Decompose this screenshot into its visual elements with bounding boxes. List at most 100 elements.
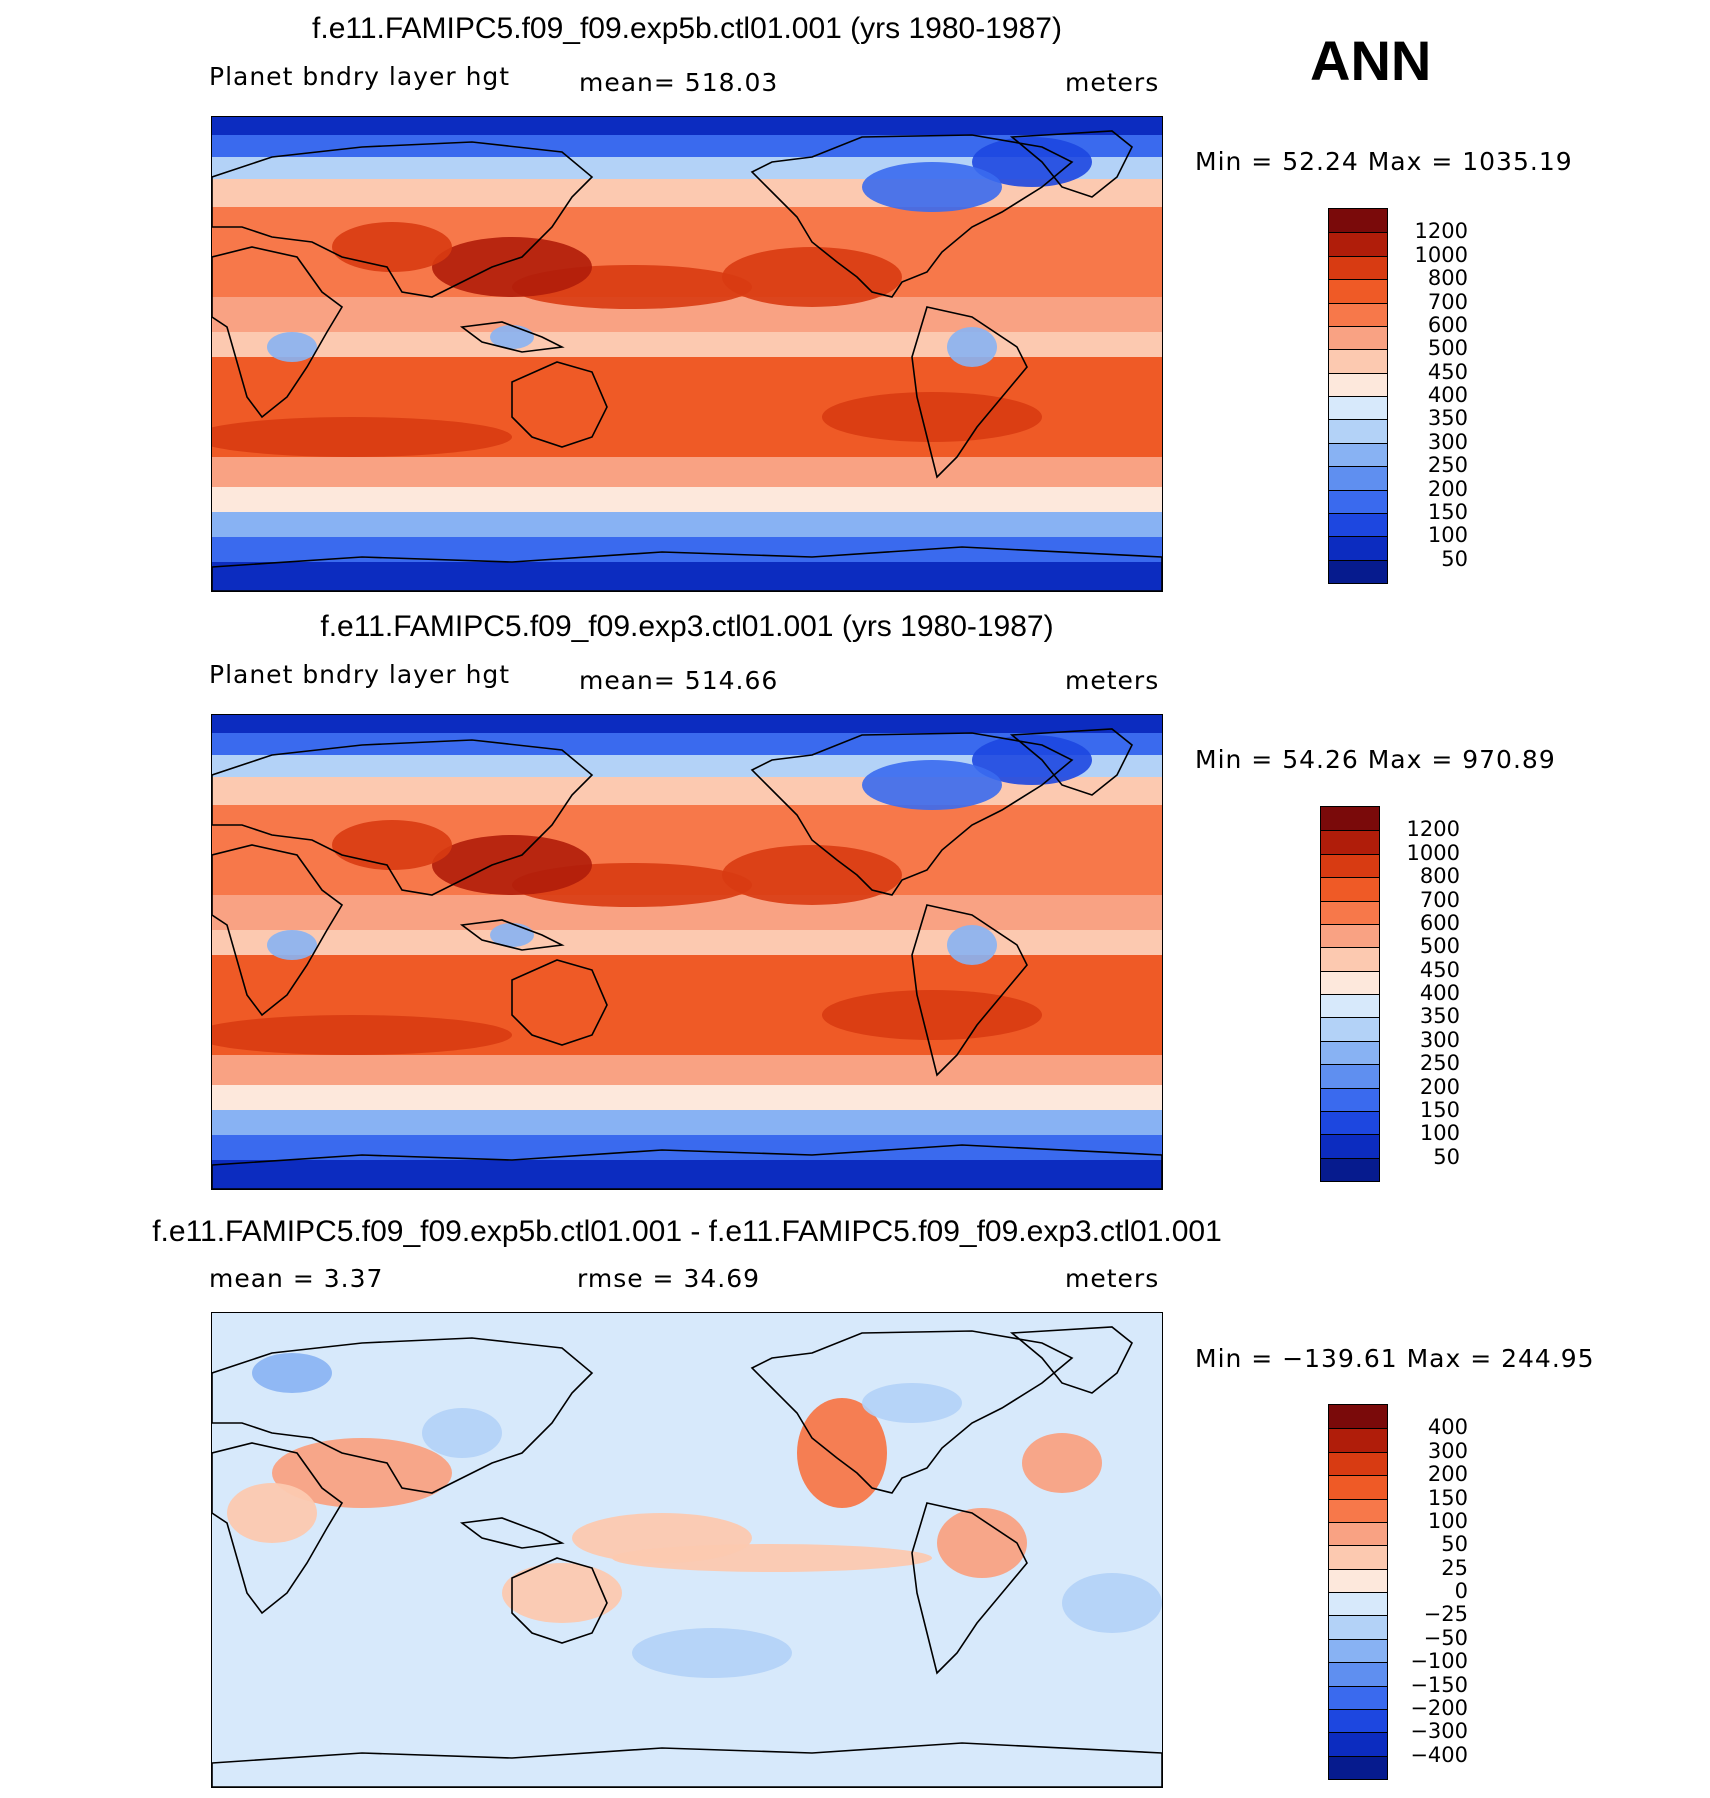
colorbar-swatch bbox=[1329, 1615, 1387, 1639]
panel1-field-label: Planet bndry layer hgt bbox=[209, 62, 511, 91]
eurasia-outline bbox=[212, 739, 594, 896]
eurasia-outline bbox=[212, 141, 594, 298]
greenland-outline bbox=[1009, 130, 1134, 198]
colorbar-swatch bbox=[1329, 255, 1387, 280]
colorbar-swatch bbox=[1329, 325, 1387, 350]
lat-band bbox=[212, 117, 1162, 135]
colorbar-swatch bbox=[1329, 1475, 1387, 1499]
colorbar-label: 700 bbox=[1419, 887, 1460, 912]
high-value-region bbox=[722, 845, 902, 905]
colorbar-swatch bbox=[1329, 419, 1387, 443]
colorbar-swatch bbox=[1321, 947, 1379, 971]
colorbar-label: 1200 bbox=[1406, 817, 1460, 842]
panel1-colorbar bbox=[1328, 208, 1388, 584]
australia-outline bbox=[511, 361, 608, 448]
eurasia-outline bbox=[212, 1337, 594, 1494]
colorbar-swatch bbox=[1321, 1110, 1379, 1135]
colorbar-swatch bbox=[1329, 209, 1387, 233]
panel2-svg bbox=[212, 715, 1162, 1189]
colorbar-label: 350 bbox=[1419, 1004, 1460, 1029]
high-value-region bbox=[722, 247, 902, 307]
negative-anomaly bbox=[252, 1353, 332, 1393]
lat-band bbox=[212, 715, 1162, 733]
colorbar-swatch bbox=[1329, 396, 1387, 420]
negative-anomaly bbox=[632, 1628, 792, 1678]
colorbar-swatch bbox=[1329, 302, 1387, 326]
africa-outline bbox=[212, 844, 344, 1017]
colorbar-label: 500 bbox=[1427, 336, 1468, 361]
lat-band bbox=[212, 1110, 1162, 1135]
colorbar-label: 250 bbox=[1427, 453, 1468, 478]
low-value-region bbox=[947, 925, 997, 965]
colorbar-swatch bbox=[1329, 1568, 1387, 1592]
south-america-outline bbox=[911, 306, 1028, 479]
colorbar-swatch bbox=[1321, 1064, 1379, 1088]
panel2-field-label: Planet bndry layer hgt bbox=[209, 660, 511, 689]
colorbar-label: 400 bbox=[1427, 1415, 1468, 1440]
colorbar-swatch bbox=[1329, 279, 1387, 303]
colorbar-swatch bbox=[1329, 442, 1387, 467]
high-value-region bbox=[212, 1015, 512, 1055]
colorbar-label: −400 bbox=[1410, 1742, 1468, 1767]
lat-band bbox=[212, 487, 1162, 512]
negative-anomaly bbox=[862, 1383, 962, 1423]
low-value-region bbox=[490, 923, 534, 947]
colorbar-swatch bbox=[1329, 489, 1387, 513]
colorbar-label: 450 bbox=[1419, 957, 1460, 982]
colorbar-label: 100 bbox=[1419, 1121, 1460, 1146]
positive-anomaly bbox=[572, 1513, 752, 1563]
negative-anomaly bbox=[1062, 1573, 1162, 1633]
colorbar-label: 600 bbox=[1427, 312, 1468, 337]
greenland-outline bbox=[1009, 728, 1134, 796]
negative-anomaly bbox=[422, 1408, 502, 1458]
positive-anomaly bbox=[502, 1563, 622, 1623]
colorbar-label: 50 bbox=[1441, 546, 1468, 571]
positive-anomaly bbox=[937, 1508, 1027, 1578]
north-america-outline bbox=[750, 1330, 1074, 1494]
colorbar-swatch bbox=[1329, 1428, 1387, 1452]
colorbar-swatch bbox=[1321, 970, 1379, 994]
colorbar-label: 300 bbox=[1427, 429, 1468, 454]
low-value-region bbox=[862, 162, 1002, 212]
antarctica-outline bbox=[212, 1742, 1162, 1787]
north-america-outline bbox=[750, 732, 1074, 896]
high-value-region bbox=[332, 222, 452, 272]
africa-outline bbox=[212, 1442, 344, 1615]
panel3-map bbox=[211, 1312, 1163, 1788]
panel2-mean: mean= 514.66 bbox=[579, 666, 779, 695]
colorbar-swatch bbox=[1321, 807, 1379, 831]
low-value-region bbox=[267, 930, 317, 960]
season-label: ANN bbox=[1310, 29, 1432, 92]
lat-band bbox=[212, 1160, 1162, 1189]
greenland-outline bbox=[1009, 1326, 1134, 1394]
colorbar-swatch bbox=[1321, 923, 1379, 948]
colorbar-swatch bbox=[1329, 1685, 1387, 1709]
high-value-region bbox=[432, 835, 592, 895]
australia-outline bbox=[511, 1557, 608, 1644]
colorbar-label: −150 bbox=[1410, 1672, 1468, 1697]
colorbar-label: 1000 bbox=[1414, 242, 1468, 267]
panel1-title: f.e11.FAMIPC5.f09_f09.exp5b.ctl01.001 (y… bbox=[312, 12, 1062, 45]
colorbar-swatch bbox=[1329, 1451, 1387, 1476]
colorbar-label: 1000 bbox=[1406, 840, 1460, 865]
colorbar-swatch bbox=[1329, 512, 1387, 537]
panel2-units: meters bbox=[1065, 666, 1160, 695]
colorbar-swatch bbox=[1321, 1017, 1379, 1041]
high-value-region bbox=[212, 417, 512, 457]
lat-band bbox=[212, 457, 1162, 487]
colorbar-label: −200 bbox=[1410, 1695, 1468, 1720]
indonesia-outline bbox=[459, 919, 565, 951]
colorbar-swatch bbox=[1321, 1040, 1379, 1065]
colorbar-swatch bbox=[1321, 1134, 1379, 1158]
high-value-region bbox=[432, 237, 592, 297]
lat-band bbox=[212, 135, 1162, 157]
colorbar-label: 0 bbox=[1454, 1579, 1468, 1603]
colorbar-swatch bbox=[1329, 1521, 1387, 1546]
high-value-region bbox=[822, 392, 1042, 442]
colorbar-swatch bbox=[1329, 1755, 1387, 1779]
colorbar-label: 700 bbox=[1427, 289, 1468, 314]
panel2-colorbar bbox=[1320, 806, 1380, 1182]
colorbar-label: 1200 bbox=[1414, 219, 1468, 244]
panel1-map bbox=[211, 116, 1163, 592]
colorbar-label: 50 bbox=[1433, 1144, 1460, 1169]
